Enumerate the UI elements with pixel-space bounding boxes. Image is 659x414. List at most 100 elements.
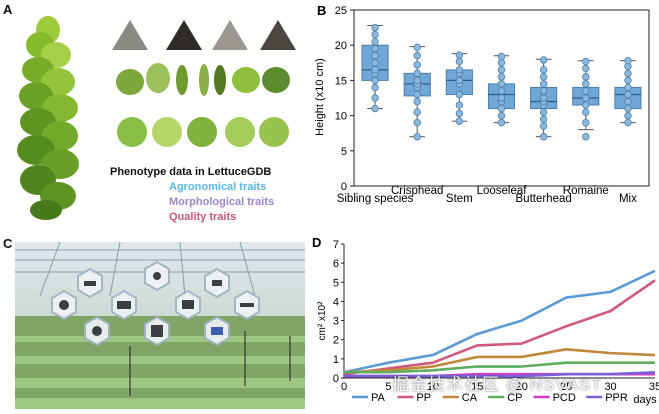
- linechart-legend: PA PP CA CP PCD PPR: [352, 392, 628, 404]
- data-point: [413, 90, 421, 99]
- data-point: [413, 69, 421, 78]
- data-point: [413, 118, 421, 127]
- x-tick-label: 10: [427, 381, 439, 393]
- trait-morphological: Morphological traits: [169, 196, 275, 208]
- y-axis-label: cm² x10²: [317, 301, 328, 341]
- data-point: [497, 52, 506, 61]
- data-point: [455, 66, 464, 74]
- y-tick-label: 5: [333, 277, 339, 289]
- greenhouse-photo: [15, 241, 305, 409]
- panel-label-a: A: [3, 2, 13, 17]
- linechart-marks: [343, 269, 656, 378]
- panel-c: C: [0, 236, 305, 409]
- y-tick-label: 25: [335, 5, 347, 17]
- y-tick-label: 15: [335, 75, 347, 87]
- data-point: [624, 104, 632, 113]
- data-point: [371, 83, 379, 92]
- x-tick-label: 30: [604, 381, 616, 393]
- data-point: [539, 108, 548, 116]
- series-line-pa: [343, 269, 656, 374]
- data-point: [624, 97, 632, 106]
- x-tick-label: Romaine: [563, 185, 609, 197]
- x-axis-label: days: [633, 394, 657, 406]
- data-point: [371, 94, 379, 102]
- data-point: [455, 101, 464, 109]
- y-tick-label: 1: [333, 354, 339, 366]
- data-point: [497, 111, 506, 120]
- y-axis-label: Height (x10 cm): [314, 58, 326, 136]
- data-point: [582, 64, 590, 73]
- data-point: [371, 45, 379, 53]
- x-tick-label: 0: [341, 381, 347, 393]
- data-point: [455, 51, 464, 59]
- plot-frame: [353, 9, 650, 187]
- data-point: [624, 56, 632, 65]
- x-tick-label: 25: [560, 381, 572, 393]
- trait-agronomical: Agronomical traits: [169, 181, 267, 193]
- data-point: [455, 90, 464, 99]
- legend-label-cp: CP: [507, 392, 522, 404]
- data-point: [539, 87, 548, 95]
- data-point: [497, 104, 506, 113]
- series-line-ca: [343, 347, 656, 374]
- data-point: [582, 101, 590, 109]
- panel-a: A: [0, 0, 305, 232]
- y-tick-label: 6: [333, 258, 339, 270]
- data-point: [413, 108, 421, 116]
- data-point: [371, 52, 379, 60]
- y-tick-label: 2: [333, 335, 339, 347]
- watermark: 掘金技术社区 @ NSVAST: [392, 375, 603, 394]
- x-tick-label: Crisphead: [391, 185, 443, 197]
- y-tick-label: 20: [335, 40, 347, 52]
- data-point: [497, 66, 506, 74]
- data-point: [539, 115, 548, 123]
- lettuce-leaves-image: [116, 63, 290, 96]
- data-point: [413, 43, 421, 52]
- boxplot-marks: [361, 23, 642, 141]
- data-point: [582, 118, 590, 127]
- data-point: [582, 133, 590, 141]
- data-point: [413, 97, 421, 106]
- data-point: [413, 133, 421, 141]
- x-tick-label: Looseleaf: [477, 185, 528, 197]
- legend-label-pa: PA: [371, 392, 386, 404]
- y-tick-label: 0: [333, 373, 339, 385]
- data-point: [371, 30, 379, 39]
- data-point: [497, 80, 506, 88]
- data-point: [539, 133, 548, 141]
- panel-label-b: B: [317, 3, 326, 18]
- panel-label-d: D: [312, 236, 321, 250]
- data-point: [582, 87, 590, 95]
- data-point: [624, 76, 632, 85]
- data-point: [371, 23, 379, 32]
- data-point: [455, 117, 464, 125]
- data-point: [497, 87, 506, 95]
- series-line-pp: [343, 279, 656, 376]
- panel-label-c: C: [3, 236, 13, 251]
- phenotype-title: Phenotype data in LettuceGDB: [110, 166, 272, 178]
- legend-label-ppr: PPR: [605, 392, 628, 404]
- data-point: [539, 80, 548, 88]
- y-tick-label: 3: [333, 316, 339, 328]
- height-boxplot-chart: B Height (x10 cm) 0 5 10 15 20 25 Sibling spec…: [314, 3, 650, 205]
- data-point: [497, 59, 506, 67]
- x-tick-label: 20: [516, 381, 528, 393]
- data-point: [624, 69, 632, 78]
- x-tick-label: 35: [649, 381, 659, 393]
- y-tick-label: 10: [335, 111, 347, 123]
- data-point: [455, 109, 464, 118]
- trait-quality: Quality traits: [169, 211, 237, 223]
- data-point: [539, 94, 548, 102]
- legend-label-pcd: PCD: [553, 392, 576, 404]
- x-tick-label: Sibling species: [337, 193, 414, 205]
- y-tick-label: 5: [341, 146, 347, 158]
- data-point: [582, 73, 590, 81]
- lettuce-illustration: [17, 16, 296, 220]
- data-point: [497, 118, 506, 127]
- data-point: [413, 61, 421, 69]
- data-point: [582, 80, 590, 88]
- x-tick-label: Stem: [446, 193, 473, 205]
- lettuce-heads-image: [117, 117, 289, 147]
